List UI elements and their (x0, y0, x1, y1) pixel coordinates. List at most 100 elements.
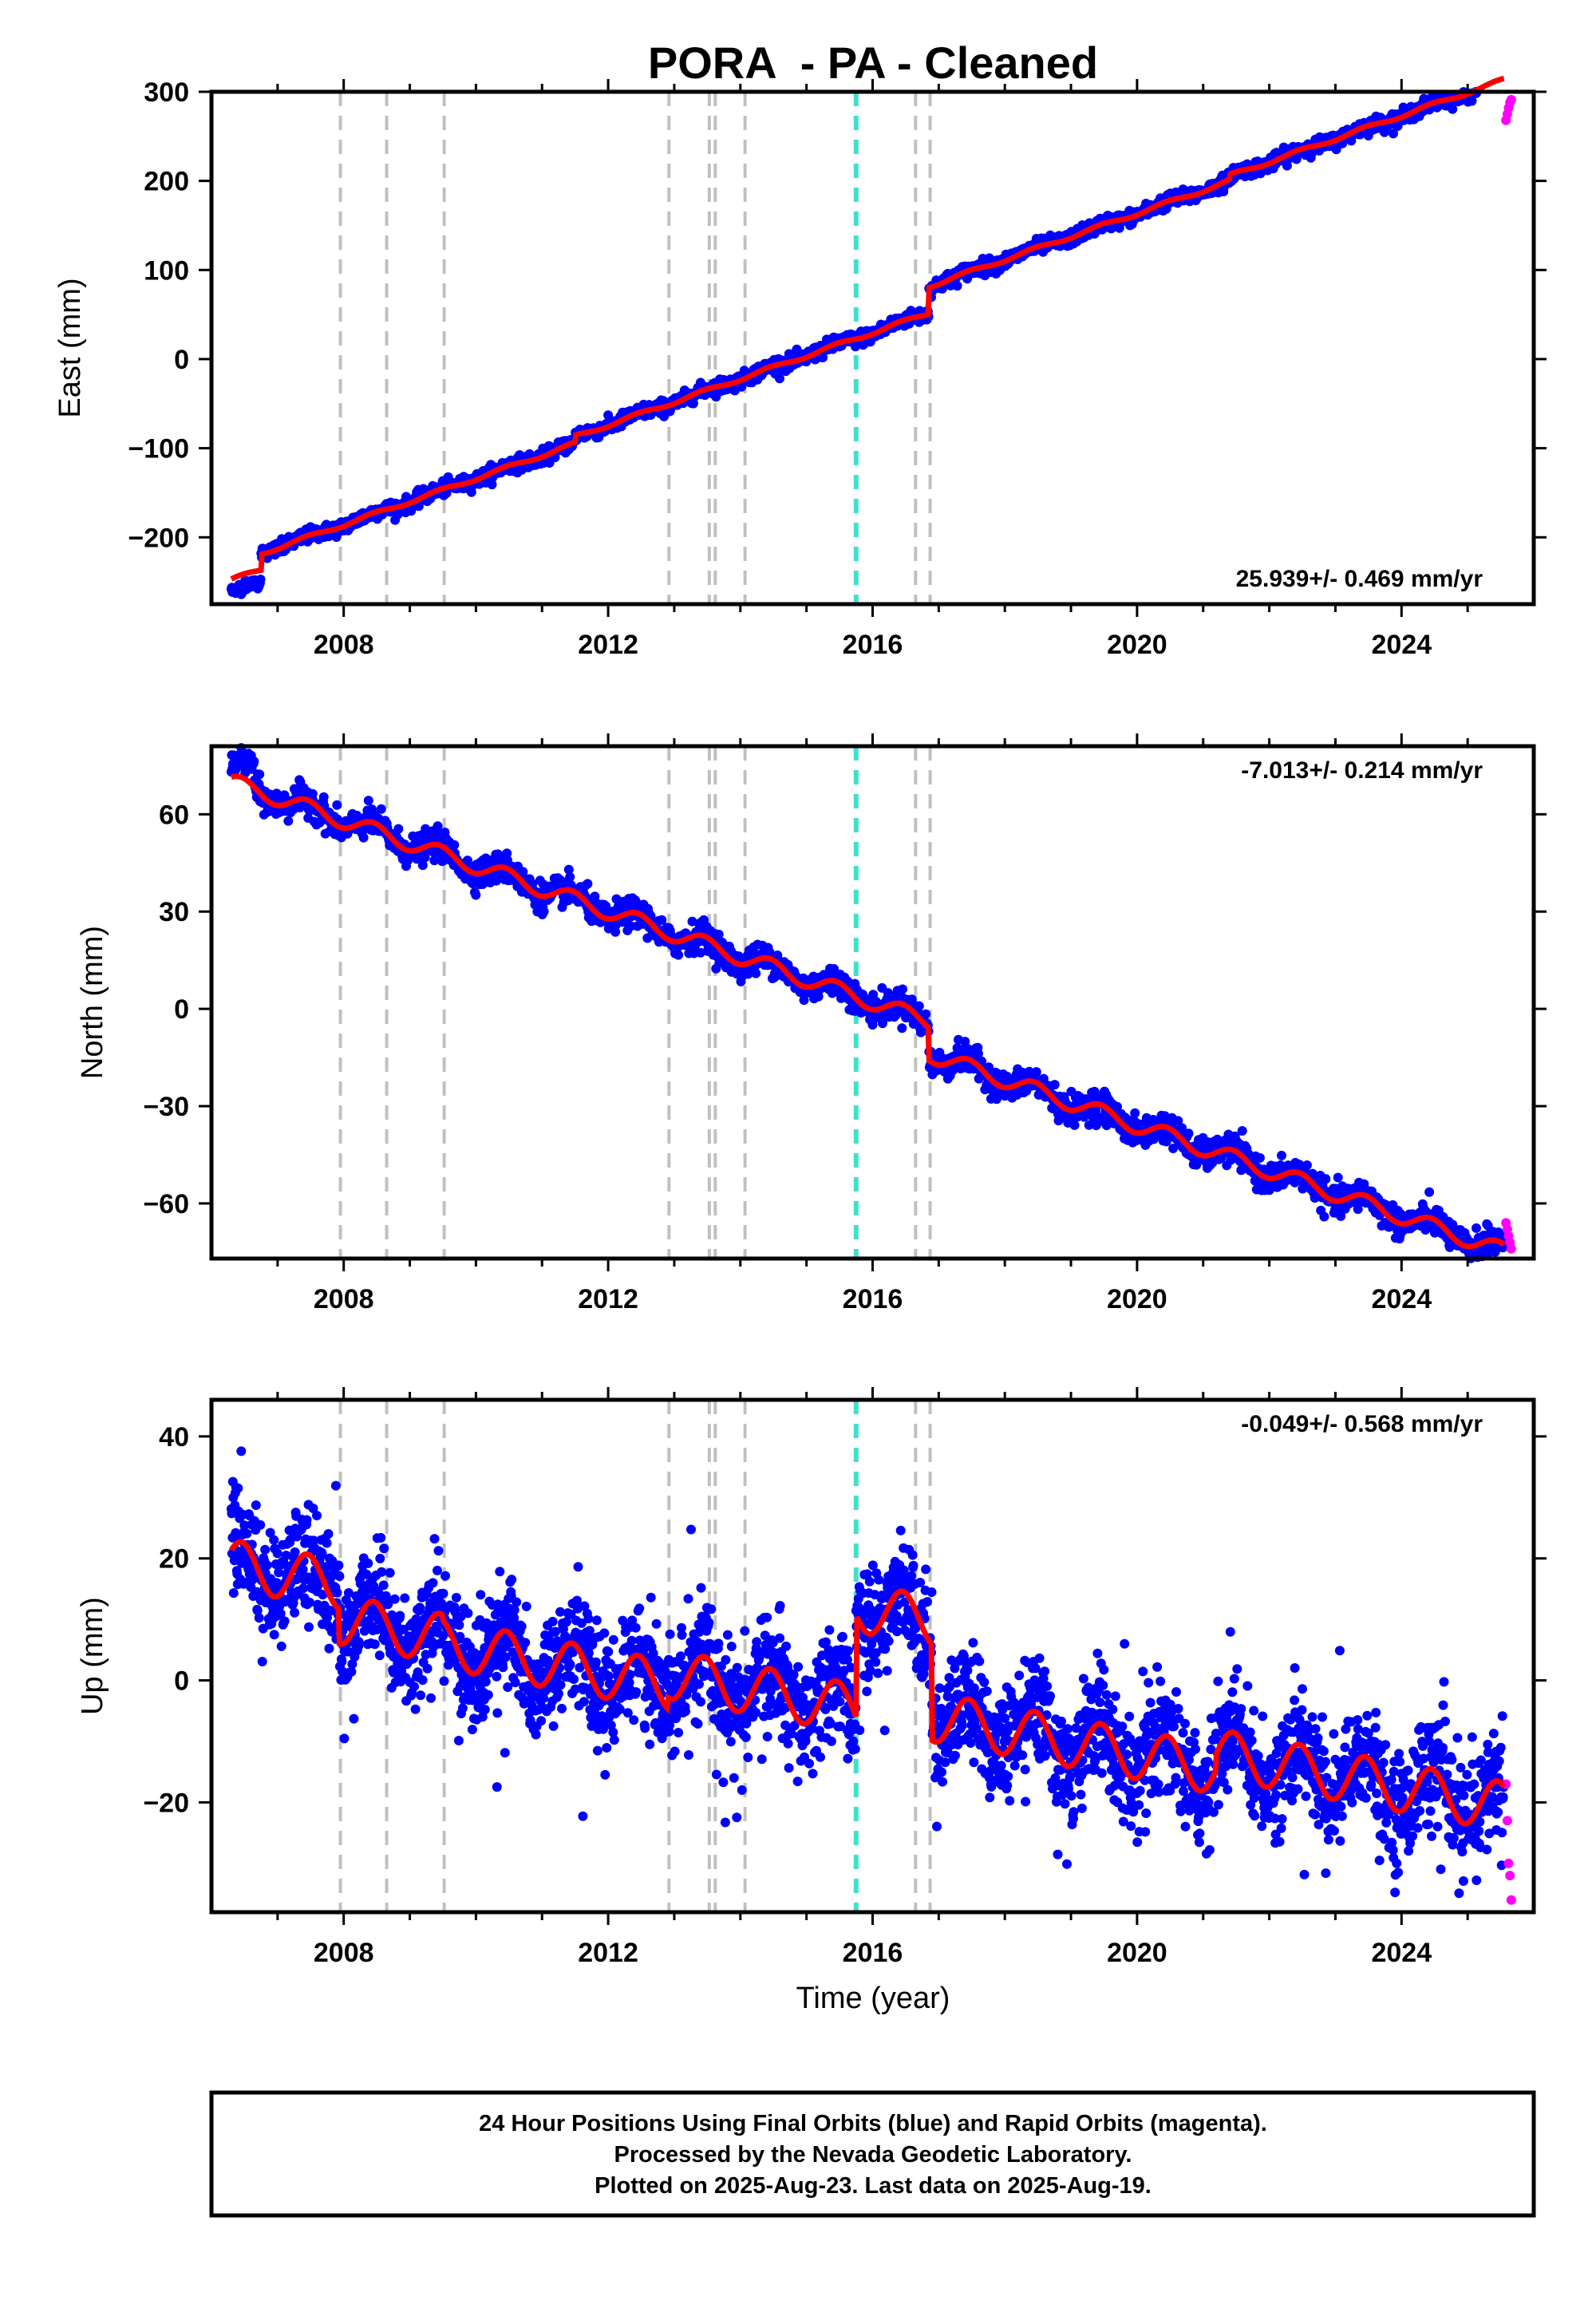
north-data-point (393, 824, 404, 834)
up-data-point (312, 1511, 322, 1520)
north-data-point (363, 796, 373, 806)
up-data-point (330, 1480, 341, 1491)
north-y-tick-label: 30 (159, 897, 189, 927)
north-y-tick-label: −60 (143, 1189, 189, 1219)
up-data-point (269, 1535, 279, 1545)
east-data-point (487, 480, 497, 490)
east-y-tick-label: 300 (144, 77, 189, 108)
north-data-point (898, 984, 907, 994)
up-data-point (251, 1500, 261, 1510)
north-data-point (1183, 1128, 1194, 1139)
north-data-point (283, 816, 294, 826)
east-rate-label: 25.939+/- 0.469 mm/yr (1236, 566, 1483, 592)
east-y-axis-label: East (mm) (53, 278, 87, 417)
north-y-axis-label: North (mm) (76, 926, 109, 1079)
east-y-tick-label: 0 (174, 345, 189, 375)
east-y-tick-label: −200 (128, 523, 189, 553)
north-data-point (539, 907, 549, 917)
up-data-point (272, 1548, 282, 1559)
east-frame (209, 89, 1536, 607)
east-rapid-point (1506, 95, 1516, 105)
north-data-point (1333, 1172, 1343, 1183)
north-data-point (332, 800, 342, 810)
north-data-point (1302, 1160, 1312, 1170)
north-x-tick-label: 2020 (1107, 1284, 1167, 1314)
east-x-tick-label: 2020 (1107, 630, 1167, 660)
east-y-tick-label: 100 (144, 255, 189, 286)
up-data-point (279, 1616, 290, 1626)
north-data-point (1069, 1120, 1080, 1130)
north-data-point (897, 1023, 907, 1034)
east-event-lines (338, 92, 932, 604)
north-x-tick-label: 2016 (843, 1284, 903, 1314)
north-rate-label: -7.013+/- 0.214 mm/yr (1241, 757, 1483, 784)
north-data-point (255, 769, 265, 780)
east-rapid-points (1501, 95, 1516, 125)
north-data-point (376, 804, 386, 814)
up-data-point (257, 1657, 267, 1666)
north-data-point (1237, 1126, 1247, 1136)
north-x-tick-label: 2024 (1371, 1284, 1432, 1314)
north-rapid-point (1506, 1243, 1516, 1254)
north-data-point (1049, 1080, 1060, 1090)
north-data-point (318, 792, 329, 802)
north-panel: 2008 2012 2016 2020 2024 −60 −30 0 30 60 -7.013+/… (76, 733, 1547, 1314)
up-data-point (269, 1630, 279, 1640)
up-data-point (334, 1560, 344, 1571)
east-data-point (255, 575, 266, 584)
up-data-point (290, 1607, 300, 1618)
east-data-point (466, 487, 476, 497)
up-data-point (228, 1588, 239, 1599)
east-data-point (775, 373, 784, 384)
up-data-points (226, 1446, 1509, 1899)
north-data-point (358, 832, 369, 843)
east-x-tick-label: 2016 (843, 630, 903, 660)
up-data-point (233, 1483, 243, 1493)
up-data-point (276, 1641, 286, 1651)
up-data-point (255, 1520, 266, 1530)
up-data-point (302, 1515, 312, 1525)
up-data-point (324, 1643, 334, 1654)
north-data-point (914, 1001, 924, 1011)
north-data-point (1321, 1174, 1331, 1184)
north-data-point (565, 871, 575, 882)
east-x-tick-label: 2008 (314, 630, 374, 660)
up-data-point (323, 1529, 334, 1539)
north-data-point (674, 950, 684, 960)
east-x-tick-label: 2012 (578, 630, 638, 660)
up-data-point (322, 1538, 332, 1548)
north-data-point (1130, 1108, 1140, 1118)
north-data-point (449, 840, 460, 850)
north-data-point (751, 968, 761, 978)
up-data-point (290, 1547, 300, 1557)
north-x-tick-label: 2012 (578, 1284, 638, 1314)
north-data-point (1472, 1223, 1481, 1233)
up-data-point (262, 1560, 272, 1571)
north-data-point (1254, 1152, 1265, 1163)
east-y-tick-label: 200 (144, 167, 189, 197)
up-data-point (332, 1587, 342, 1598)
east-panel: 2008 2012 2016 2020 2024 −200 −100 0 100 200 300 2… (53, 75, 1547, 660)
north-y-tick-label: −30 (143, 1092, 189, 1122)
up-data-point (254, 1613, 264, 1623)
north-x-tick-label: 2008 (314, 1284, 374, 1314)
up-data-point (304, 1622, 314, 1632)
north-data-point (1277, 1150, 1286, 1160)
east-y-tick-label: −100 (128, 434, 189, 464)
north-data-point (583, 879, 593, 889)
north-y-tick-label: 0 (174, 994, 189, 1025)
up-data-point (236, 1446, 247, 1456)
north-data-point (471, 890, 481, 900)
east-x-tick-label: 2024 (1371, 630, 1432, 660)
north-data-point (921, 1009, 931, 1019)
north-y-tick-label: 60 (159, 800, 189, 830)
up-data-point (334, 1571, 345, 1581)
north-data-point (1424, 1187, 1435, 1197)
north-data-point (1319, 1211, 1329, 1222)
up-data-point (242, 1528, 252, 1539)
up-data-point (260, 1544, 271, 1555)
east-data-point (952, 281, 962, 291)
north-data-point (249, 757, 259, 766)
